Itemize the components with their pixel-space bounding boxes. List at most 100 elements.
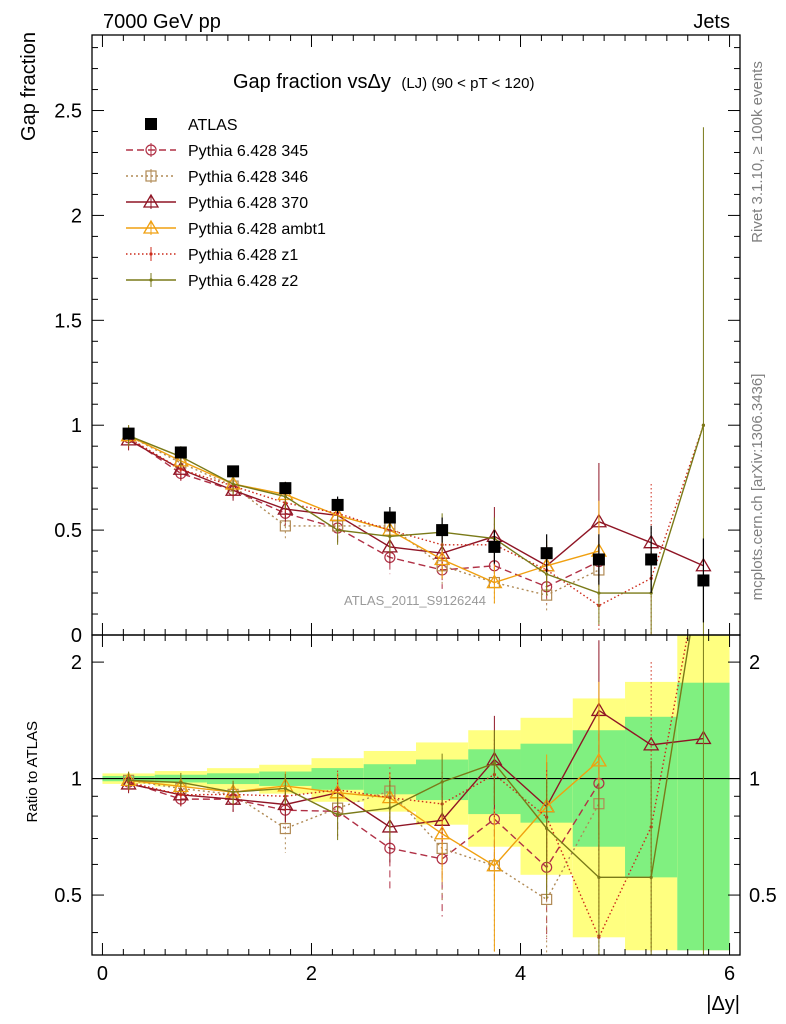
data-point-4 (331, 498, 344, 511)
y-tick-label-bottom-right-0: 0.5 (749, 885, 777, 907)
data-point-2 (227, 465, 240, 478)
x-tick-label-3: 6 (724, 963, 735, 985)
y-tick-label-top-0: 0 (71, 625, 82, 647)
series-line-1 (128, 435, 600, 596)
ratio-line-1 (128, 779, 600, 901)
data-point-10 (645, 553, 658, 566)
chart-title: Gap fraction vsΔy (LJ) (90 < pT < 120) (233, 71, 534, 93)
x-tick-label-0: 0 (97, 963, 108, 985)
ratio-point-2-1 (172, 786, 189, 801)
ratio-line-3 (128, 760, 600, 867)
y-tick-label-top-4: 2 (71, 205, 82, 227)
ratio-point-5-3 (283, 786, 287, 791)
top-panel-plot (120, 127, 712, 635)
ratio-point-5-9 (597, 875, 601, 879)
ratio-line-2 (128, 709, 704, 828)
ratio-point-2-10 (643, 736, 660, 751)
ratio-point-5-1 (179, 780, 183, 785)
axis-ticks: 0 2 4 6 0 0.5 1 1.5 2 2.5 0.5 0.5 1 1 2 2 (54, 35, 777, 985)
series-line-4 (128, 424, 705, 607)
legend-entry-6: Pythia 6.428 z2 (126, 273, 298, 290)
data-point-3 (279, 482, 292, 495)
data-point-6 (436, 524, 449, 537)
legend-label-5: Pythia 6.428 z1 (188, 247, 298, 264)
y-tick-label-bottom-right-1: 1 (749, 769, 760, 791)
data-point-1 (174, 446, 187, 459)
ratio-bands (102, 635, 730, 951)
ratio-point-4-1 (179, 793, 183, 797)
y-tick-label-bottom-1: 1 (71, 769, 82, 791)
legend-marker-0 (145, 118, 157, 130)
legend-label-6: Pythia 6.428 z2 (188, 273, 298, 290)
y-tick-label-top-3: 1.5 (54, 310, 82, 332)
mcplots-label: mcplots.cern.ch [arXiv:1306.3436] (749, 374, 766, 601)
ratio-point-3-6 (433, 825, 451, 840)
data-point-7 (488, 540, 501, 553)
ratio-line-5 (128, 635, 691, 879)
header-left: 7000 GeV pp (103, 11, 221, 33)
series-line-2 (128, 439, 704, 567)
chart-title-main: Gap fraction vsΔy (233, 71, 391, 93)
series-point-5-3 (283, 494, 287, 499)
series-point-5-11 (701, 423, 706, 427)
data-point-5 (383, 511, 396, 524)
plot-content (92, 127, 740, 955)
legend-label-0: ATLAS (188, 117, 238, 134)
legend-entry-0: ATLAS (145, 117, 238, 134)
header-right: Jets (693, 11, 730, 33)
x-tick-label-2: 4 (515, 963, 526, 985)
legend-marker-2 (145, 170, 157, 182)
series-point-5-5 (388, 534, 392, 538)
legend-entry-1: Pythia 6.428 345 (126, 143, 308, 160)
y-tick-label-bottom-0: 0.5 (54, 885, 82, 907)
legend-label-1: Pythia 6.428 345 (188, 143, 308, 160)
data-point-8 (540, 547, 553, 560)
y-tick-label-top-5: 2.5 (54, 101, 82, 123)
series-point-5-9 (597, 591, 601, 595)
series-point-3-7 (486, 574, 503, 589)
series-line-5 (128, 425, 705, 594)
y-tick-label-top-1: 0.5 (54, 520, 82, 542)
ratio-point-4-4 (336, 788, 340, 792)
ratio-line-4 (128, 635, 689, 939)
ratio-point-5-7 (492, 761, 496, 765)
series-point-5-2 (231, 482, 235, 486)
watermark: ATLAS_2011_S9126244 (344, 593, 486, 608)
legend-label-4: Pythia 6.428 ambt1 (188, 221, 326, 238)
y-axis-label-top: Gap fraction (18, 32, 40, 141)
y-tick-label-bottom-right-2: 2 (749, 652, 760, 674)
legend-entry-4: Pythia 6.428 ambt1 (126, 219, 326, 238)
series-point-3-6 (433, 551, 451, 566)
data-point-0 (122, 427, 135, 440)
series-3 (120, 425, 608, 604)
data-point-9 (592, 553, 605, 566)
ratio-point-3-7 (486, 857, 503, 872)
series-0 (122, 427, 605, 604)
y-tick-label-top-2: 1 (71, 415, 82, 437)
legend-marker-4 (142, 219, 160, 234)
ratio-point-5-5 (388, 806, 392, 810)
ratio-panel-plot (92, 635, 740, 955)
y-axis-label-bottom: Ratio to ATLAS (24, 721, 41, 822)
legend-marker-5 (149, 252, 153, 256)
legend-entry-2: Pythia 6.428 346 (126, 169, 308, 186)
data-point-11 (697, 574, 710, 587)
series-2 (120, 429, 712, 587)
series-line-3 (128, 435, 600, 584)
legend-marker-1 (145, 144, 157, 156)
ratio-point-1-3 (279, 822, 291, 835)
ratio-point-5-8 (545, 826, 549, 830)
legend-marker-6 (149, 278, 153, 282)
series-point-2-1 (172, 460, 189, 475)
ratio-point-5-10 (649, 875, 653, 879)
ratio-point-5-0 (126, 778, 131, 782)
legend-entry-3: Pythia 6.428 370 (126, 193, 308, 212)
x-axis-label: |Δy| (706, 993, 740, 1015)
series-point-5-4 (336, 528, 340, 532)
legend-marker-3 (142, 193, 160, 208)
ratio-band-group (102, 635, 730, 951)
series-point-2-3 (277, 500, 294, 515)
x-tick-label-1: 2 (306, 963, 317, 985)
ratio-point-5-6 (440, 780, 444, 784)
